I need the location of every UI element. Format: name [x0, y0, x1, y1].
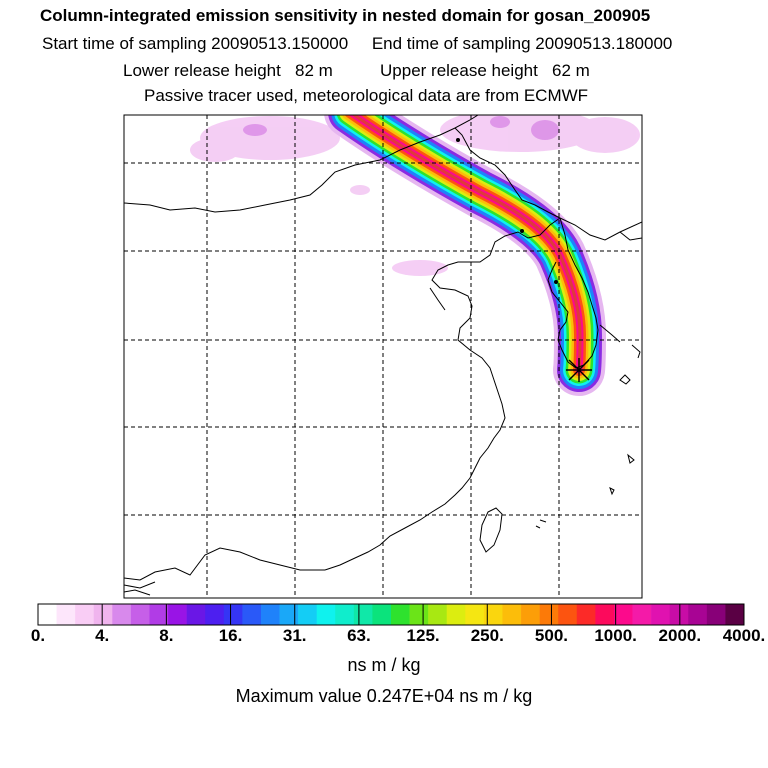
colorbar-swatch: [335, 604, 355, 625]
colorbar-tick-label: 125.: [406, 626, 440, 645]
colorbar-swatch: [409, 604, 429, 625]
colorbar-swatch: [688, 604, 708, 625]
colorbar-swatch: [391, 604, 410, 625]
colorbar-swatch: [93, 604, 113, 625]
lat-lon-grid: [124, 115, 642, 598]
colorbar-swatch: [353, 604, 373, 625]
colorbar-tick-label: 63.: [347, 626, 371, 645]
colorbar-swatch: [372, 604, 392, 625]
colorbar-swatch: [316, 604, 336, 625]
colorbar-tick-label: 2000.: [658, 626, 702, 645]
colorbar-swatch: [576, 604, 596, 625]
colorbar-swatch: [446, 604, 466, 625]
colorbar-swatch: [168, 604, 187, 625]
colorbar-swatch: [223, 604, 243, 625]
colorbar-tick-label: 500.: [534, 626, 568, 645]
colorbar: [37, 603, 745, 626]
station-dot: [456, 138, 460, 142]
colorbar-units: ns m / kg: [347, 655, 421, 675]
colorbar-swatch: [75, 604, 95, 625]
plot-title: Column-integrated emission sensitivity i…: [40, 6, 651, 25]
colorbar-swatch: [465, 604, 485, 625]
map-area: [124, 115, 642, 598]
colorbar-swatch: [632, 604, 652, 625]
emission-sensitivity-plume: [324, 115, 606, 396]
colorbar-swatch: [539, 604, 559, 625]
colorbar-swatch: [651, 604, 670, 625]
colorbar-tick-label: 31.: [282, 626, 307, 645]
colorbar-swatch: [706, 604, 726, 625]
colorbar-tick-label: 0.: [30, 626, 46, 645]
colorbar-tick-label: 4.: [95, 626, 110, 645]
tracer-info-line: Passive tracer used, meteorological data…: [144, 86, 589, 105]
plume-band: [351, 115, 582, 372]
colorbar-swatch: [558, 604, 578, 625]
colorbar-swatch: [260, 604, 280, 625]
colorbar-frame: [37, 603, 745, 626]
colorbar-swatch: [242, 604, 262, 625]
release-height-line: Lower release height 82 m Upper release …: [123, 61, 590, 80]
colorbar-tick-label: 16.: [218, 626, 243, 645]
colorbar-swatch: [725, 604, 745, 625]
receptor-asterisk-icon: [566, 358, 592, 382]
colorbar-tick-label: 4000.: [722, 626, 766, 645]
station-dot: [554, 280, 558, 284]
colorbar-swatch: [669, 604, 689, 625]
map-frame: [123, 114, 643, 599]
colorbar-swatch: [483, 604, 503, 625]
colorbar-swatch: [149, 604, 169, 625]
colorbar-swatch: [521, 604, 540, 625]
maximum-value-label: Maximum value 0.247E+04 ns m / kg: [235, 686, 533, 706]
colorbar-swatch: [502, 604, 522, 625]
colorbar-tick-label: 8.: [159, 626, 174, 645]
low-sensitivity-patches: [190, 115, 640, 276]
colorbar-swatch: [205, 604, 225, 625]
colorbar-swatch: [279, 604, 299, 625]
colorbar-swatch: [428, 604, 448, 625]
colorbar-swatch: [186, 604, 206, 625]
colorbar-tick-label: 250.: [470, 626, 504, 645]
colorbar-swatch: [112, 604, 132, 625]
sampling-time-line: Start time of sampling 20090513.150000 E…: [42, 34, 673, 53]
colorbar-swatch: [130, 604, 150, 625]
colorbar-swatch: [613, 604, 633, 625]
colorbar-swatch: [38, 604, 57, 625]
colorbar-swatch: [298, 604, 317, 625]
station-dot: [520, 229, 524, 233]
colorbar-tick-label: 1000.: [594, 626, 637, 645]
colorbar-swatch: [595, 604, 615, 625]
coastlines: [124, 115, 642, 596]
colorbar-swatch: [56, 604, 76, 625]
